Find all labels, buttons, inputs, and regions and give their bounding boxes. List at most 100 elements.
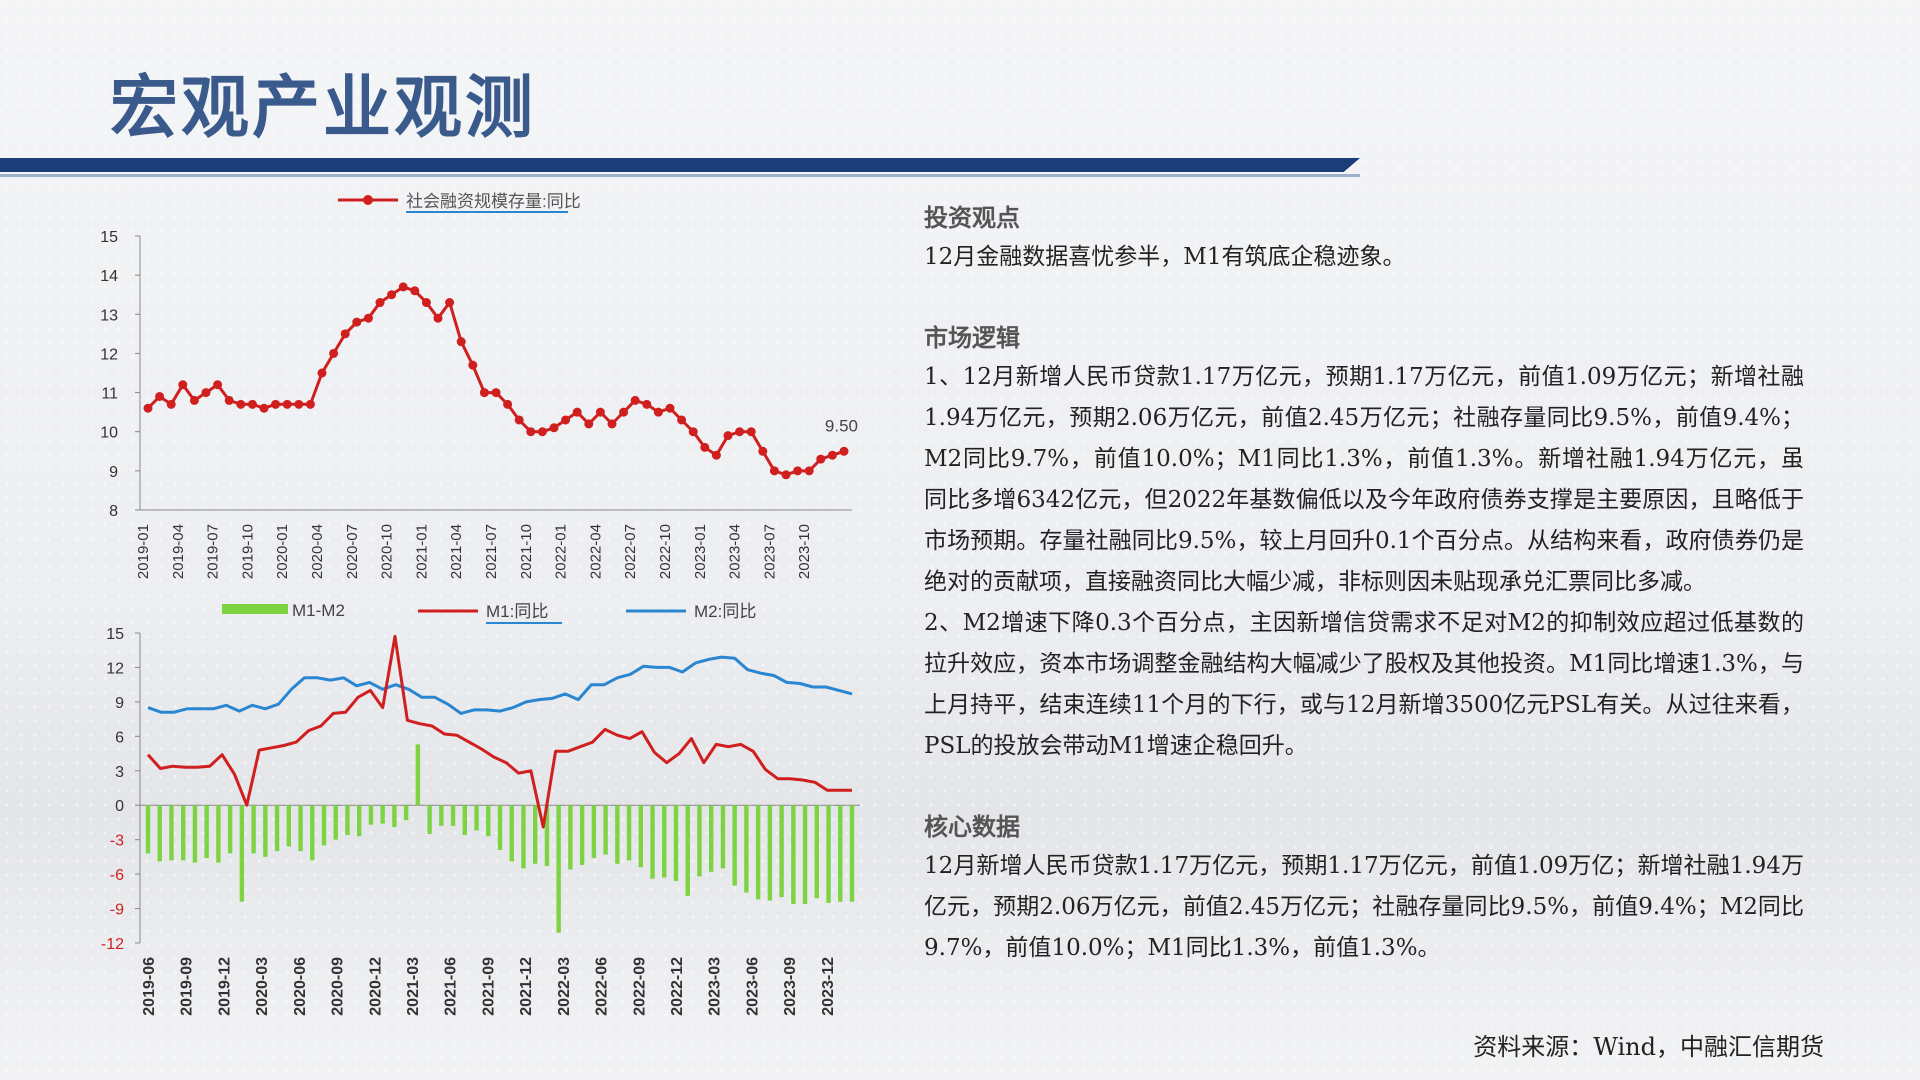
x-tick-label: 2020-03	[254, 957, 271, 1016]
logic-paragraph-2: 2、M2增速下降0.3个百分点，主因新增信贷需求不足对M2的抑制效应超过低基数的…	[924, 610, 1804, 759]
bar-m1m2	[533, 805, 538, 864]
data-point-tsf	[259, 403, 269, 413]
chart-social-financing: 社会融资规模存量:同比 15 14 13 12 11 10 9 8 2019-01 2019-04 2…	[100, 192, 858, 579]
data-point-tsf	[781, 470, 791, 480]
data-point-tsf	[839, 446, 849, 456]
bar-m1m2	[603, 805, 608, 855]
data-point-tsf	[607, 419, 617, 429]
bar-m1m2	[157, 805, 162, 862]
bar-m1m2	[615, 805, 620, 864]
x-tick-label: 2022-04	[587, 524, 604, 579]
bar-m1m2	[450, 805, 456, 826]
bar-m1m2	[802, 805, 808, 904]
legend-swatch-m1m2	[222, 604, 288, 614]
bar-m1m2	[263, 805, 268, 857]
x-tick-label: 2023-09	[782, 957, 799, 1016]
y-tick-label: 9	[109, 464, 118, 481]
x-tick-label: 2023-03	[707, 957, 724, 1016]
y-tick-label: 10	[100, 425, 118, 442]
data-point-tsf	[189, 395, 199, 405]
data-point-tsf	[491, 388, 501, 398]
data-point-tsf	[711, 450, 721, 460]
data-point-tsf	[433, 313, 443, 323]
data-point-tsf	[526, 427, 536, 437]
legend-marker-tsf	[363, 195, 373, 205]
bar-m1m2	[368, 805, 374, 825]
view-paragraph: 12月金融数据喜忧参半，M1有筑底企稳迹象。	[924, 244, 1406, 270]
data-point-tsf	[630, 395, 640, 405]
x-tick-label: 2022-01	[553, 524, 570, 579]
bar-m1m2	[321, 805, 327, 846]
bar-m1m2	[650, 805, 655, 879]
data-point-tsf	[642, 399, 652, 409]
bar-m1m2	[767, 805, 773, 901]
bar-m1m2	[357, 805, 362, 837]
legend-label-m2: M2:同比	[694, 602, 756, 621]
data-point-tsf	[653, 407, 663, 417]
data-point-tsf	[572, 407, 582, 417]
data-point-tsf	[665, 403, 675, 413]
data-point-tsf	[700, 442, 710, 452]
x-tick-label: 2021-06	[443, 957, 460, 1016]
x-tick-label: 2020-01	[274, 524, 291, 579]
data-point-tsf	[224, 395, 234, 405]
data-point-tsf	[769, 466, 779, 476]
data-point-tsf	[677, 415, 687, 425]
bar-m1m2	[462, 805, 467, 836]
x-tick-label: 2022-07	[622, 524, 639, 579]
bar-m1m2	[333, 805, 338, 840]
x-tick-label: 2020-12	[367, 957, 384, 1016]
data-point-tsf	[827, 450, 837, 460]
data-point-tsf	[619, 407, 629, 417]
x-tick-label: 2020-04	[309, 524, 326, 579]
y-tick-label: 8	[109, 503, 118, 520]
bar-m1m2	[579, 805, 585, 865]
data-point-tsf	[746, 427, 756, 437]
bar-m1m2	[826, 805, 831, 903]
data-point-tsf	[479, 388, 489, 398]
data-point-tsf	[352, 317, 362, 327]
data-point-tsf	[201, 388, 211, 398]
data-point-tsf	[236, 399, 246, 409]
bar-m1m2	[791, 805, 796, 904]
data-point-tsf	[410, 286, 420, 296]
data-point-tsf	[468, 360, 478, 370]
data-point-tsf	[735, 427, 745, 437]
data-point-tsf	[723, 431, 733, 441]
bar-m1m2	[814, 805, 819, 899]
bar-m1m2	[838, 805, 843, 902]
bar-m1m2	[755, 805, 761, 900]
legend-label-m1m2: M1-M2	[292, 601, 345, 620]
bar-m1m2	[439, 805, 444, 826]
bar-m1m2	[638, 805, 643, 868]
section-title-view: 投资观点	[924, 203, 1020, 232]
bar-m1m2	[591, 805, 597, 859]
bar-m1m2	[697, 805, 702, 877]
text-panel: 投资观点 12月金融数据喜忧参半，M1有筑底企稳迹象。 市场逻辑 1、12月新增…	[924, 198, 1804, 969]
bar-m1m2	[509, 805, 514, 862]
x-tick-label: 2022-12	[669, 957, 686, 1016]
x-tick-label: 2019-07	[205, 524, 222, 579]
x-tick-label: 2019-10	[239, 524, 256, 579]
bar-m1m2	[568, 805, 573, 870]
x-tick-label: 2021-04	[448, 524, 465, 579]
x-tick-label: 2019-01	[135, 524, 152, 579]
bar-m1m2	[181, 805, 186, 861]
page-title: 宏观产业观测	[110, 68, 537, 148]
data-point-tsf	[329, 348, 339, 358]
bar-m1m2	[392, 805, 397, 828]
x-tick-label: 2020-07	[344, 524, 361, 579]
bar-m1m2	[380, 805, 385, 824]
bar-m1m2	[497, 805, 503, 850]
data-point-tsf	[166, 399, 176, 409]
data-point-tsf	[363, 313, 373, 323]
data-point-tsf	[305, 399, 315, 409]
x-tick-label: 2019-04	[170, 524, 187, 579]
x-tick-label: 2022-03	[556, 957, 573, 1016]
y-tick-label: 9	[115, 695, 124, 712]
y-tick-label: 12	[100, 346, 118, 363]
bar-m1m2	[521, 805, 526, 869]
section-title-logic: 市场逻辑	[924, 323, 1020, 352]
x-tick-label: 2020-10	[379, 524, 396, 579]
